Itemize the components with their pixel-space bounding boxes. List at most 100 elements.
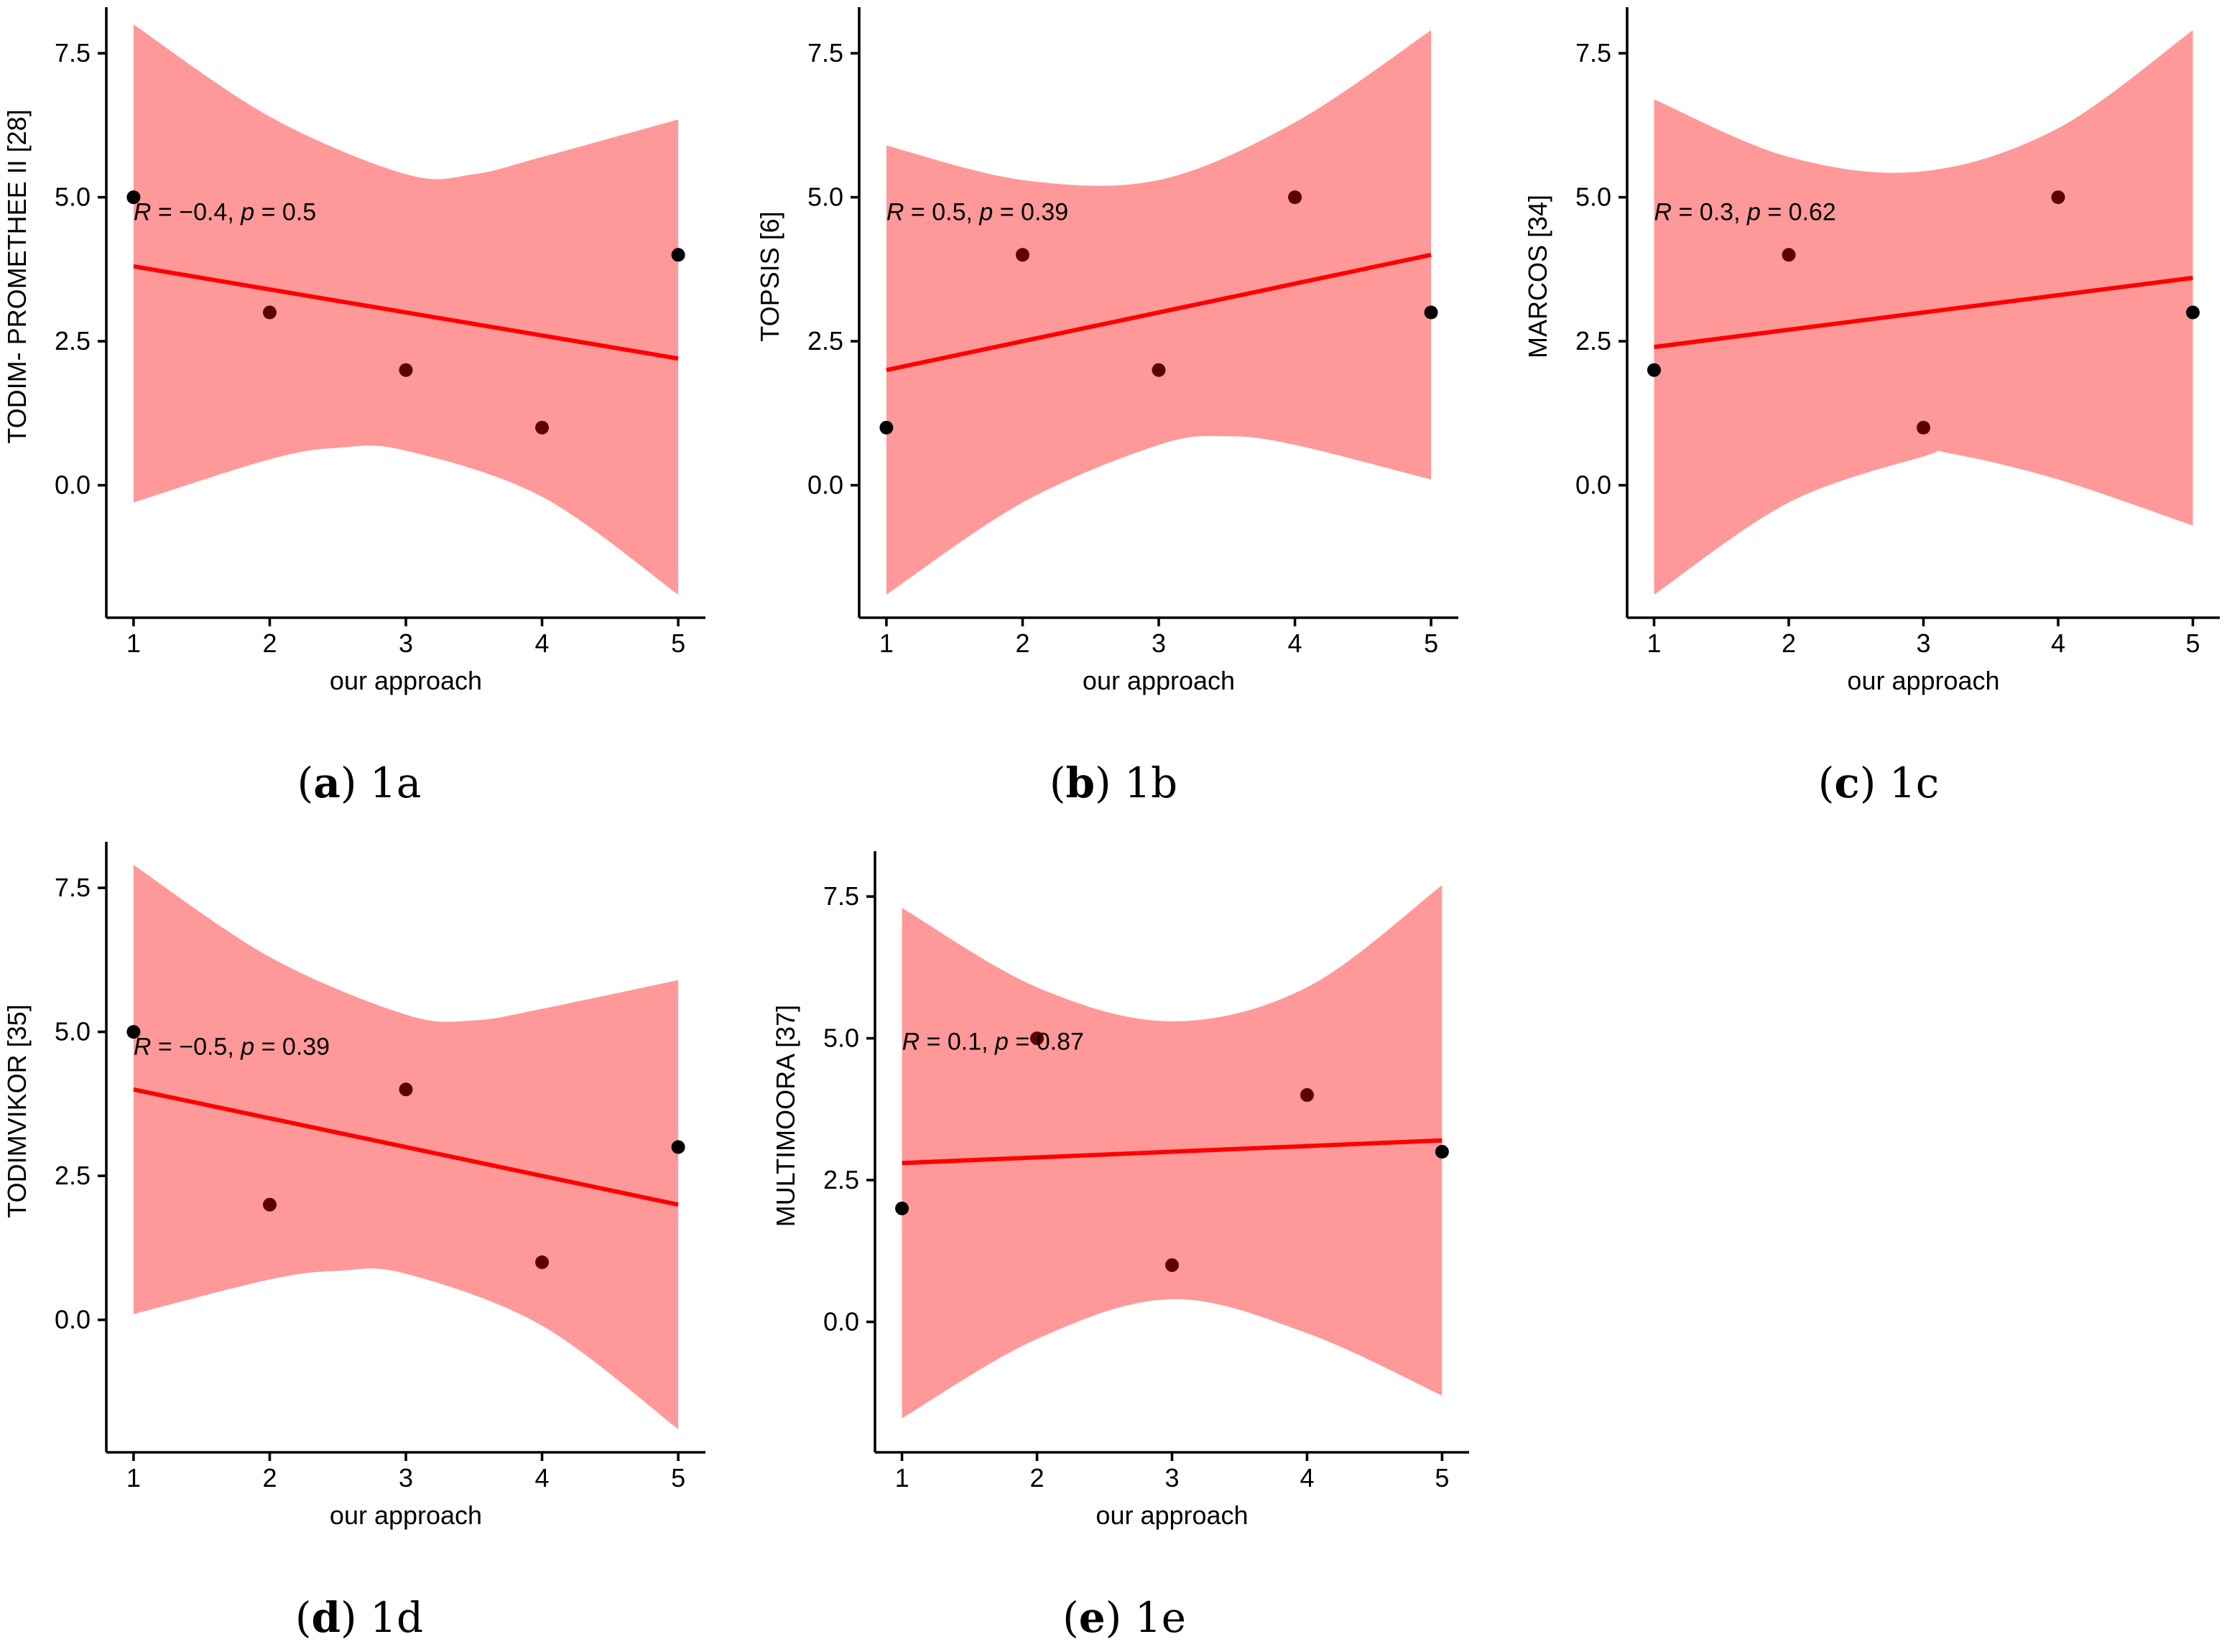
data-point — [1015, 248, 1029, 262]
x-tick-label: 4 — [2051, 628, 2065, 658]
x-axis-label: our approach — [1847, 666, 1999, 695]
annotation-r-label: R — [134, 1034, 152, 1061]
x-tick-label: 5 — [671, 1463, 685, 1493]
x-tick-label: 5 — [2185, 628, 2200, 658]
annotation-r-value: = 0.5, — [904, 199, 979, 226]
x-tick-label: 5 — [671, 628, 685, 658]
correlation-annotation: R = 0.3, p = 0.62 — [1654, 199, 1836, 226]
annotation-p-value: = 0.39 — [254, 1034, 330, 1061]
y-tick-label: 7.5 — [55, 38, 91, 68]
annotation-r-value: = 0.1, — [920, 1028, 995, 1055]
panel-e: 0.0 2.5 5.0 7.5 1 2 3 4 5 our approach MULTIMOORA … — [771, 851, 1469, 1642]
correlation-annotation: R = 0.5, p = 0.39 — [886, 199, 1068, 226]
annotation-r-value: = 0.3, — [1672, 199, 1747, 226]
panel-caption: (d) 1d — [295, 1593, 423, 1642]
data-point — [879, 420, 894, 435]
panel-a: 0.0 2.5 5.0 7.5 1 2 3 4 5 our approach TODIM- PROM… — [2, 7, 705, 807]
annotation-p-label: p — [978, 199, 993, 226]
panel-b: 0.0 2.5 5.0 7.5 1 2 3 4 5 our approach TOPSIS [6] R… — [755, 7, 1458, 807]
x-tick-label: 3 — [1916, 628, 1930, 658]
correlation-annotation: R = −0.4, p = 0.5 — [134, 199, 316, 226]
caption-letter: e — [1079, 1593, 1106, 1642]
panel-caption: (a) 1a — [297, 758, 422, 807]
y-tick-label: 7.5 — [823, 881, 859, 911]
caption-open-paren: ( — [295, 1593, 312, 1642]
data-point — [399, 1082, 413, 1097]
y-axis-label: TODIM- PROMETHEE II [28] — [2, 109, 32, 443]
x-tick-label: 1 — [1647, 628, 1661, 658]
x-tick-label: 3 — [1152, 628, 1166, 658]
annotation-p-label: p — [994, 1028, 1009, 1055]
y-tick-label: 5.0 — [807, 182, 843, 212]
x-tick-label: 2 — [1782, 628, 1796, 658]
y-tick-label: 0.0 — [55, 1305, 91, 1335]
panel-caption: (b) 1b — [1050, 758, 1177, 807]
annotation-p-value: = 0.5 — [254, 199, 316, 226]
data-point — [1782, 248, 1796, 262]
caption-text: 1d — [370, 1593, 423, 1642]
caption-open-paren: ( — [1818, 758, 1835, 807]
data-point — [535, 1255, 550, 1269]
data-point — [126, 190, 141, 205]
x-axis-label: our approach — [1083, 666, 1235, 695]
data-point — [1165, 1258, 1179, 1272]
x-tick-label: 2 — [262, 628, 277, 658]
x-tick-label: 5 — [1435, 1463, 1449, 1493]
regression-line — [133, 264, 679, 361]
y-tick-label: 0.0 — [55, 470, 91, 500]
annotation-r-value: = −0.5, — [151, 1034, 241, 1061]
y-tick-label: 2.5 — [55, 1161, 91, 1190]
annotation-p-value: = 0.62 — [1761, 199, 1836, 226]
caption-text: 1e — [1135, 1593, 1186, 1642]
x-tick-label: 1 — [126, 628, 141, 658]
caption-close-paren: ) — [341, 1593, 370, 1642]
panel-d: 0.0 2.5 5.0 7.5 1 2 3 4 5 our approach TODIMVIKOR … — [2, 842, 705, 1642]
y-tick-label: 2.5 — [1575, 326, 1611, 356]
data-point — [2051, 190, 2065, 205]
annotation-p-value: = 0.87 — [1009, 1028, 1084, 1055]
caption-open-paren: ( — [1050, 758, 1066, 807]
y-tick-label: 5.0 — [1575, 182, 1611, 212]
data-point — [2186, 305, 2200, 320]
annotation-r-label: R — [886, 199, 904, 226]
data-point — [1424, 305, 1438, 320]
data-point — [1300, 1088, 1314, 1103]
x-tick-label: 4 — [535, 628, 550, 658]
y-axis-label: MARCOS [34] — [1523, 195, 1552, 358]
annotation-r-label: R — [1654, 199, 1672, 226]
caption-open-paren: ( — [1062, 1593, 1079, 1642]
data-point — [126, 1025, 141, 1039]
caption-close-paren: ) — [1860, 758, 1889, 807]
x-tick-label: 4 — [1288, 628, 1302, 658]
caption-open-paren: ( — [297, 758, 314, 807]
caption-letter: a — [313, 758, 341, 807]
correlation-annotation: R = −0.5, p = 0.39 — [134, 1034, 330, 1061]
data-point — [671, 248, 685, 262]
data-point — [1917, 420, 1930, 435]
y-tick-label: 0.0 — [823, 1307, 859, 1336]
annotation-r-label: R — [134, 199, 152, 226]
x-axis-label: our approach — [330, 1500, 482, 1530]
x-tick-label: 1 — [895, 1463, 909, 1493]
data-point — [1030, 1031, 1045, 1046]
data-point — [262, 1197, 277, 1212]
correlation-annotation: R = 0.1, p = 0.87 — [902, 1028, 1084, 1055]
annotation-p-label: p — [1746, 199, 1761, 226]
y-axis-label: MULTIMOORA [37] — [771, 1005, 800, 1227]
data-point — [671, 1140, 685, 1154]
caption-text: 1b — [1124, 758, 1177, 807]
data-point — [262, 305, 277, 320]
confidence-band — [133, 24, 679, 595]
caption-text: 1a — [370, 758, 421, 807]
regression-line — [886, 252, 1432, 373]
y-tick-label: 5.0 — [55, 182, 91, 212]
panel-caption: (c) 1c — [1818, 758, 1939, 807]
panel-c: 0.0 2.5 5.0 7.5 1 2 3 4 5 our approach MARCOS [34]… — [1523, 7, 2220, 807]
x-tick-label: 2 — [1030, 1463, 1045, 1493]
caption-letter: c — [1834, 758, 1859, 807]
x-axis-label: our approach — [1096, 1500, 1248, 1530]
y-tick-label: 7.5 — [807, 38, 843, 68]
caption-letter: d — [311, 1593, 341, 1642]
panel-caption: (e) 1e — [1062, 1593, 1186, 1642]
